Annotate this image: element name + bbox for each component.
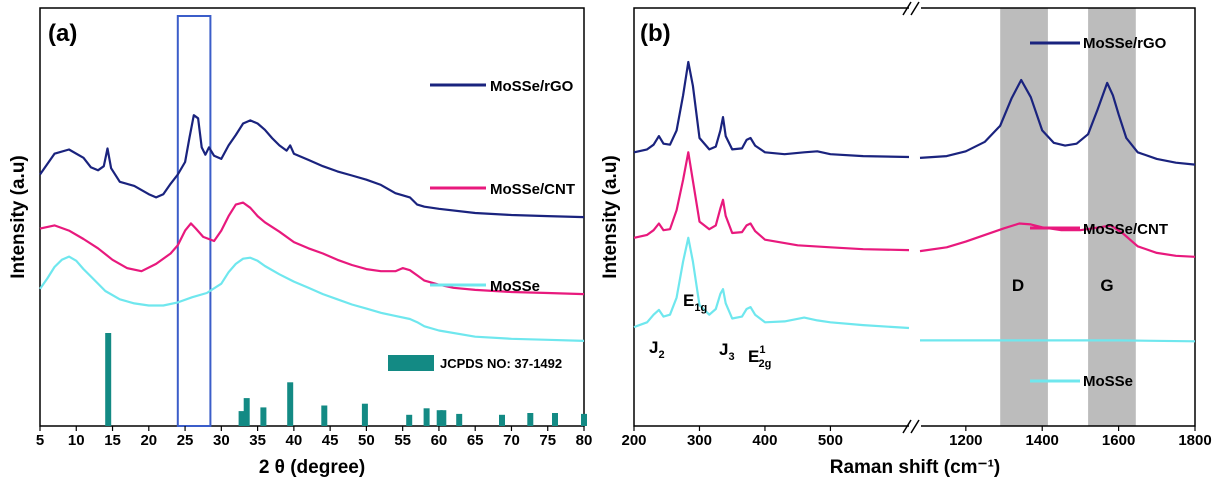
x-tick-labels: 5 10 15 20 25 30 35 40 45 50 55 60 65 70 75 80 [36, 426, 593, 449]
legend-label-mosse-rgo: MoSSe/rGO [490, 78, 574, 95]
y-axis-label-b: Intensity (a.u) [600, 155, 621, 279]
legend-swatch-jcpds [388, 355, 434, 371]
legend-a: MoSSe/rGO MoSSe/CNT MoSSe JCPDS NO: 37-1… [388, 78, 575, 371]
x-tick-label: 10 [68, 432, 85, 449]
reference-bar [499, 414, 505, 426]
legend-label-mosse-rgo-b: MoSSe/rGO [1083, 35, 1167, 52]
peak-label-e2g: E1 2g [748, 344, 771, 370]
x-tick-label: 55 [394, 432, 411, 449]
x-tick-labels: 200 300 400 500 1200 1400 1600 1800 [621, 426, 1212, 449]
legend-label-mosse-b: MoSSe [1083, 373, 1133, 390]
reference-bar [105, 333, 112, 426]
x-tick-label: 15 [104, 432, 121, 449]
series-line-mosse-rgo [39, 114, 585, 219]
x-tick-label: 300 [687, 432, 712, 449]
series-lines [633, 60, 1196, 343]
reference-bar [287, 382, 294, 426]
series-line-mosse-cnt [39, 201, 585, 296]
x-tick-label: 30 [213, 432, 230, 449]
shaded-bands [1000, 8, 1136, 426]
reference-bar [406, 414, 413, 426]
legend-label-mosse-cnt-b: MoSSe/CNT [1083, 221, 1168, 238]
series-line-mosse-rgo [633, 60, 1196, 166]
x-tick-label: 1400 [1026, 432, 1059, 449]
panel-a-xrd: 5 10 15 20 25 30 35 40 45 50 55 60 65 70 75 80 (a) 2 θ … [8, 7, 593, 478]
x-tick-label: 80 [576, 432, 593, 449]
x-tick-label: 400 [752, 432, 777, 449]
x-tick-label: 60 [431, 432, 448, 449]
legend-label-mosse: MoSSe [490, 278, 540, 295]
x-tick-label: 5 [36, 432, 44, 449]
x-tick-label: 1600 [1102, 432, 1135, 449]
reference-bar [260, 407, 267, 426]
x-tick-label: 200 [621, 432, 646, 449]
reference-bar [552, 413, 558, 426]
series-line-mosse-cnt [633, 151, 1196, 258]
legend-b: MoSSe/rGO MoSSe/CNT MoSSe [1030, 35, 1168, 390]
reference-bar [440, 410, 447, 426]
band-labels: D G [1012, 276, 1114, 295]
x-tick-label: 70 [503, 432, 520, 449]
x-axis-label-b: Raman shift (cm⁻¹) [830, 457, 1001, 478]
x-tick-label: 25 [177, 432, 194, 449]
reference-bar [321, 405, 328, 426]
highlight-box [176, 15, 212, 427]
y-axis-label-a: Intensity (a.u) [8, 155, 29, 279]
reference-bar [456, 413, 463, 426]
band-label-d: D [1012, 276, 1024, 295]
shaded-band-d [1000, 8, 1048, 426]
panel-b-raman: 200 300 400 500 1200 1400 1600 1800 (b) Raman s… [600, 1, 1212, 478]
x-axis-label-a: 2 θ (degree) [259, 457, 365, 478]
reference-bar [423, 408, 430, 426]
x-tick-label: 500 [818, 432, 843, 449]
reference-bars [105, 333, 587, 426]
x-tick-label: 40 [286, 432, 303, 449]
axis-break-marks [902, 1, 921, 434]
peak-label-j3: J3 [719, 340, 735, 363]
x-tick-label: 1200 [949, 432, 982, 449]
reference-bar [527, 413, 534, 426]
x-tick-label: 20 [140, 432, 157, 449]
x-tick-label: 45 [322, 432, 339, 449]
series-lines [39, 114, 585, 342]
band-label-g: G [1100, 276, 1113, 295]
reference-bar [243, 398, 250, 426]
legend-label-mosse-cnt: MoSSe/CNT [490, 181, 575, 198]
panel-label-b: (b) [640, 20, 671, 47]
reference-bar [238, 411, 245, 426]
series-line-mosse [633, 236, 1196, 343]
reference-bar [436, 410, 443, 426]
peak-label-e1g: E1g [683, 291, 707, 314]
peak-labels: J2 E1g J3 E1 2g [649, 291, 771, 370]
x-tick-label: 35 [249, 432, 266, 449]
x-tick-label: 50 [358, 432, 375, 449]
reference-bar [581, 413, 587, 426]
shaded-band-g [1088, 8, 1136, 426]
series-line-mosse [39, 255, 585, 342]
legend-label-jcpds: JCPDS NO: 37-1492 [440, 356, 562, 371]
reference-bar [361, 403, 368, 426]
panel-label-a: (a) [48, 20, 77, 47]
x-tick-label: 65 [467, 432, 484, 449]
peak-label-j2: J2 [649, 338, 665, 361]
x-tick-label: 1800 [1178, 432, 1211, 449]
x-tick-label: 75 [539, 432, 556, 449]
